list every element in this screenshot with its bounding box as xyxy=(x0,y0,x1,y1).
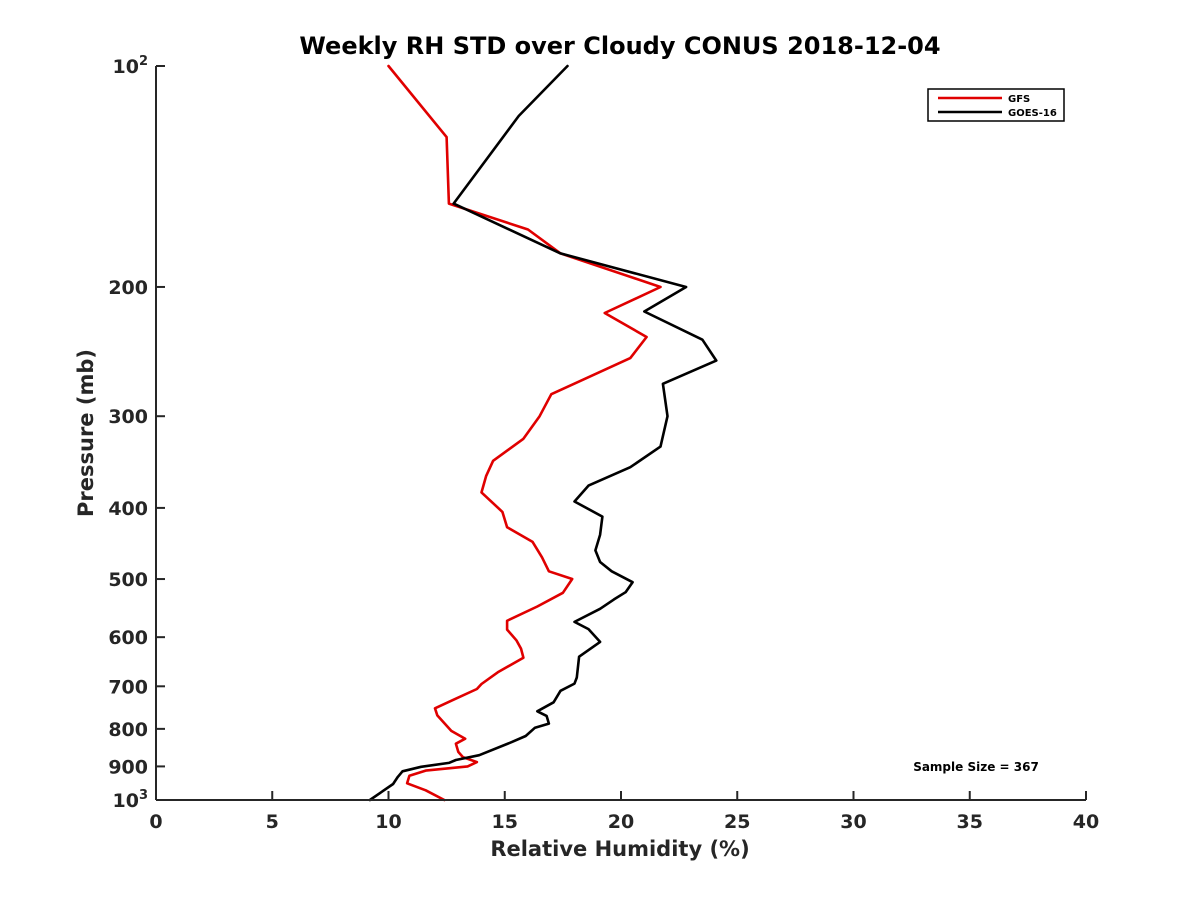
y-tick-label-base: 200 xyxy=(108,277,148,299)
x-tick-label: 25 xyxy=(724,811,750,833)
y-tick-label: 700 xyxy=(108,676,148,698)
y-tick-label-base: 300 xyxy=(108,406,148,428)
x-tick-label: 20 xyxy=(608,811,634,833)
y-tick-label: 102 xyxy=(113,54,149,78)
y-tick-label: 900 xyxy=(108,756,148,778)
y-tick-label: 800 xyxy=(108,719,148,741)
sample-size-annotation: Sample Size = 367 xyxy=(913,760,1039,774)
y-tick-label-exponent: 2 xyxy=(139,54,148,69)
y-tick-label: 103 xyxy=(113,788,149,812)
y-tick-label: 500 xyxy=(108,569,148,591)
x-tick-label: 40 xyxy=(1073,811,1099,833)
series-line-gfs xyxy=(387,64,662,802)
y-tick-label: 400 xyxy=(108,498,148,520)
x-axis-label: Relative Humidity (%) xyxy=(490,837,749,861)
y-tick-label-base: 500 xyxy=(108,569,148,591)
y-tick-label-base: 900 xyxy=(108,756,148,778)
y-tick-label: 200 xyxy=(108,277,148,299)
y-tick-label-base: 10 xyxy=(113,56,139,78)
y-tick-label: 300 xyxy=(108,406,148,428)
x-tick-label: 15 xyxy=(492,811,518,833)
y-tick-label-base: 800 xyxy=(108,719,148,741)
plot-series xyxy=(368,64,718,802)
series-line-goes-16 xyxy=(368,64,718,802)
y-tick-label-base: 700 xyxy=(108,676,148,698)
x-tick-label: 5 xyxy=(266,811,279,833)
y-tick-label: 600 xyxy=(108,627,148,649)
x-axis-ticks: 0 5 10 15 20 25 30 35 40 xyxy=(149,791,1099,833)
legend-box xyxy=(927,88,1065,122)
legend-label: GOES-16 xyxy=(1008,108,1057,119)
x-tick-label: 35 xyxy=(957,811,983,833)
y-axis-label: Pressure (mb) xyxy=(74,349,98,517)
y-tick-label-base: 600 xyxy=(108,627,148,649)
y-tick-label-base: 10 xyxy=(113,790,139,812)
chart-title: Weekly RH STD over Cloudy CONUS 2018-12-… xyxy=(299,32,940,60)
x-tick-label: 10 xyxy=(375,811,401,833)
legend-label: GFS xyxy=(1008,94,1030,105)
y-tick-label-exponent: 3 xyxy=(139,788,148,803)
y-tick-label-base: 400 xyxy=(108,498,148,520)
chart-legend: GFS GOES-16 xyxy=(927,88,1065,122)
x-tick-label: 30 xyxy=(840,811,866,833)
x-tick-label: 0 xyxy=(149,811,162,833)
